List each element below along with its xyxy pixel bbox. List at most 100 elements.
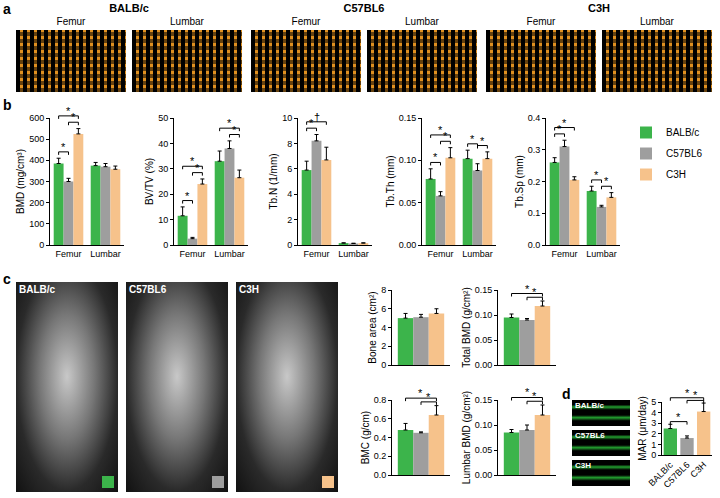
svg-text:0.0: 0.0 xyxy=(374,470,387,480)
svg-text:Femur: Femur xyxy=(303,249,329,259)
svg-text:Tb.N (1/mm): Tb.N (1/mm) xyxy=(268,153,279,209)
svg-text:Femur: Femur xyxy=(55,249,81,259)
svg-text:*: * xyxy=(685,387,690,399)
svg-text:MAR (μm/day): MAR (μm/day) xyxy=(637,396,648,461)
svg-text:*: * xyxy=(443,130,448,142)
svg-text:C3H: C3H xyxy=(688,460,708,480)
svg-text:*: * xyxy=(190,155,195,167)
svg-text:*: * xyxy=(525,283,530,295)
svg-text:500: 500 xyxy=(29,134,44,144)
svg-text:*: * xyxy=(562,117,567,129)
svg-text:0.05: 0.05 xyxy=(475,335,493,345)
svg-text:Lumbar BMD (g/cm²): Lumbar BMD (g/cm²) xyxy=(461,391,472,484)
svg-text:0: 0 xyxy=(39,240,44,250)
svg-text:*: * xyxy=(525,386,530,398)
svg-text:*: * xyxy=(532,286,537,298)
svg-text:0.4: 0.4 xyxy=(528,113,541,123)
svg-text:*: * xyxy=(418,387,423,399)
svg-text:*: * xyxy=(232,124,237,136)
svg-text:*: * xyxy=(480,135,485,147)
svg-text:Femur: Femur xyxy=(427,249,453,259)
svg-text:C57BL6: C57BL6 xyxy=(662,460,692,490)
svg-text:6: 6 xyxy=(287,164,292,174)
svg-text:C57BL6: C57BL6 xyxy=(666,148,703,159)
svg-text:1: 1 xyxy=(651,440,656,450)
svg-text:BALB/c: BALB/c xyxy=(647,459,676,488)
svg-text:0.15: 0.15 xyxy=(399,113,417,123)
svg-text:4: 4 xyxy=(287,189,292,199)
svg-text:BMD (mg/cm³): BMD (mg/cm³) xyxy=(15,149,26,214)
svg-text:100: 100 xyxy=(29,219,44,229)
svg-text:200: 200 xyxy=(29,198,44,208)
svg-text:0.15: 0.15 xyxy=(475,285,493,295)
svg-text:*: * xyxy=(604,175,609,187)
svg-text:*: * xyxy=(470,133,475,145)
svg-text:2: 2 xyxy=(651,429,656,439)
svg-text:*: * xyxy=(438,124,443,136)
svg-text:0.2: 0.2 xyxy=(528,177,541,187)
svg-text:0.10: 0.10 xyxy=(475,420,493,430)
svg-text:8: 8 xyxy=(381,285,386,295)
svg-text:6: 6 xyxy=(381,304,386,314)
svg-text:Tb.Th (mm): Tb.Th (mm) xyxy=(385,155,396,207)
svg-text:0.2: 0.2 xyxy=(374,451,387,461)
svg-text:*: * xyxy=(426,391,431,403)
svg-text:50: 50 xyxy=(158,113,168,123)
svg-text:*: * xyxy=(433,151,438,163)
svg-text:Lumbar: Lumbar xyxy=(462,249,493,259)
svg-text:Femur: Femur xyxy=(179,249,205,259)
svg-text:2: 2 xyxy=(287,215,292,225)
svg-text:*: * xyxy=(594,169,599,181)
svg-text:Lumbar: Lumbar xyxy=(586,249,617,259)
svg-text:*: * xyxy=(532,390,537,402)
svg-text:0.10: 0.10 xyxy=(475,310,493,320)
svg-text:Lumbar: Lumbar xyxy=(90,249,121,259)
svg-text:8: 8 xyxy=(287,139,292,149)
svg-text:†: † xyxy=(314,111,320,123)
svg-text:0.05: 0.05 xyxy=(399,198,417,208)
svg-text:0.4: 0.4 xyxy=(374,433,387,443)
svg-text:Lumbar: Lumbar xyxy=(214,249,245,259)
svg-text:*: * xyxy=(66,105,71,117)
svg-text:10: 10 xyxy=(282,113,292,123)
svg-text:BMC (g/cm): BMC (g/cm) xyxy=(360,411,371,464)
svg-text:*: * xyxy=(309,117,314,129)
svg-text:Lumbar: Lumbar xyxy=(338,249,369,259)
svg-text:*: * xyxy=(195,162,200,174)
svg-text:Femur: Femur xyxy=(551,249,577,259)
svg-text:30: 30 xyxy=(158,164,168,174)
svg-text:0.05: 0.05 xyxy=(475,445,493,455)
svg-text:0.3: 0.3 xyxy=(528,145,541,155)
svg-text:Total BMD (g/cm²): Total BMD (g/cm²) xyxy=(461,287,472,368)
svg-text:*: * xyxy=(61,141,66,153)
svg-text:BALB/c: BALB/c xyxy=(666,127,699,138)
svg-text:0.8: 0.8 xyxy=(374,395,387,405)
svg-text:600: 600 xyxy=(29,113,44,123)
svg-text:0: 0 xyxy=(651,450,656,460)
svg-text:*: * xyxy=(71,111,76,123)
svg-text:0.00: 0.00 xyxy=(475,360,493,370)
svg-text:300: 300 xyxy=(29,177,44,187)
svg-text:10: 10 xyxy=(158,215,168,225)
svg-text:*: * xyxy=(557,123,562,135)
svg-text:2: 2 xyxy=(381,341,386,351)
svg-text:4: 4 xyxy=(651,408,656,418)
svg-text:20: 20 xyxy=(158,189,168,199)
svg-text:BV/TV (%): BV/TV (%) xyxy=(144,158,155,205)
svg-text:*: * xyxy=(227,117,232,129)
svg-text:0.10: 0.10 xyxy=(399,155,417,165)
svg-text:4: 4 xyxy=(381,323,386,333)
svg-text:0: 0 xyxy=(381,360,386,370)
svg-text:0: 0 xyxy=(163,240,168,250)
svg-text:Bone area (cm²): Bone area (cm²) xyxy=(367,291,378,363)
svg-text:C3H: C3H xyxy=(666,169,686,180)
svg-text:0.6: 0.6 xyxy=(374,414,387,424)
svg-text:3: 3 xyxy=(651,418,656,428)
svg-text:*: * xyxy=(185,190,190,202)
svg-text:0.0: 0.0 xyxy=(528,240,541,250)
svg-text:40: 40 xyxy=(158,139,168,149)
svg-text:0.1: 0.1 xyxy=(528,208,541,218)
svg-text:*: * xyxy=(676,411,681,423)
svg-text:400: 400 xyxy=(29,155,44,165)
svg-text:*: * xyxy=(693,389,698,401)
